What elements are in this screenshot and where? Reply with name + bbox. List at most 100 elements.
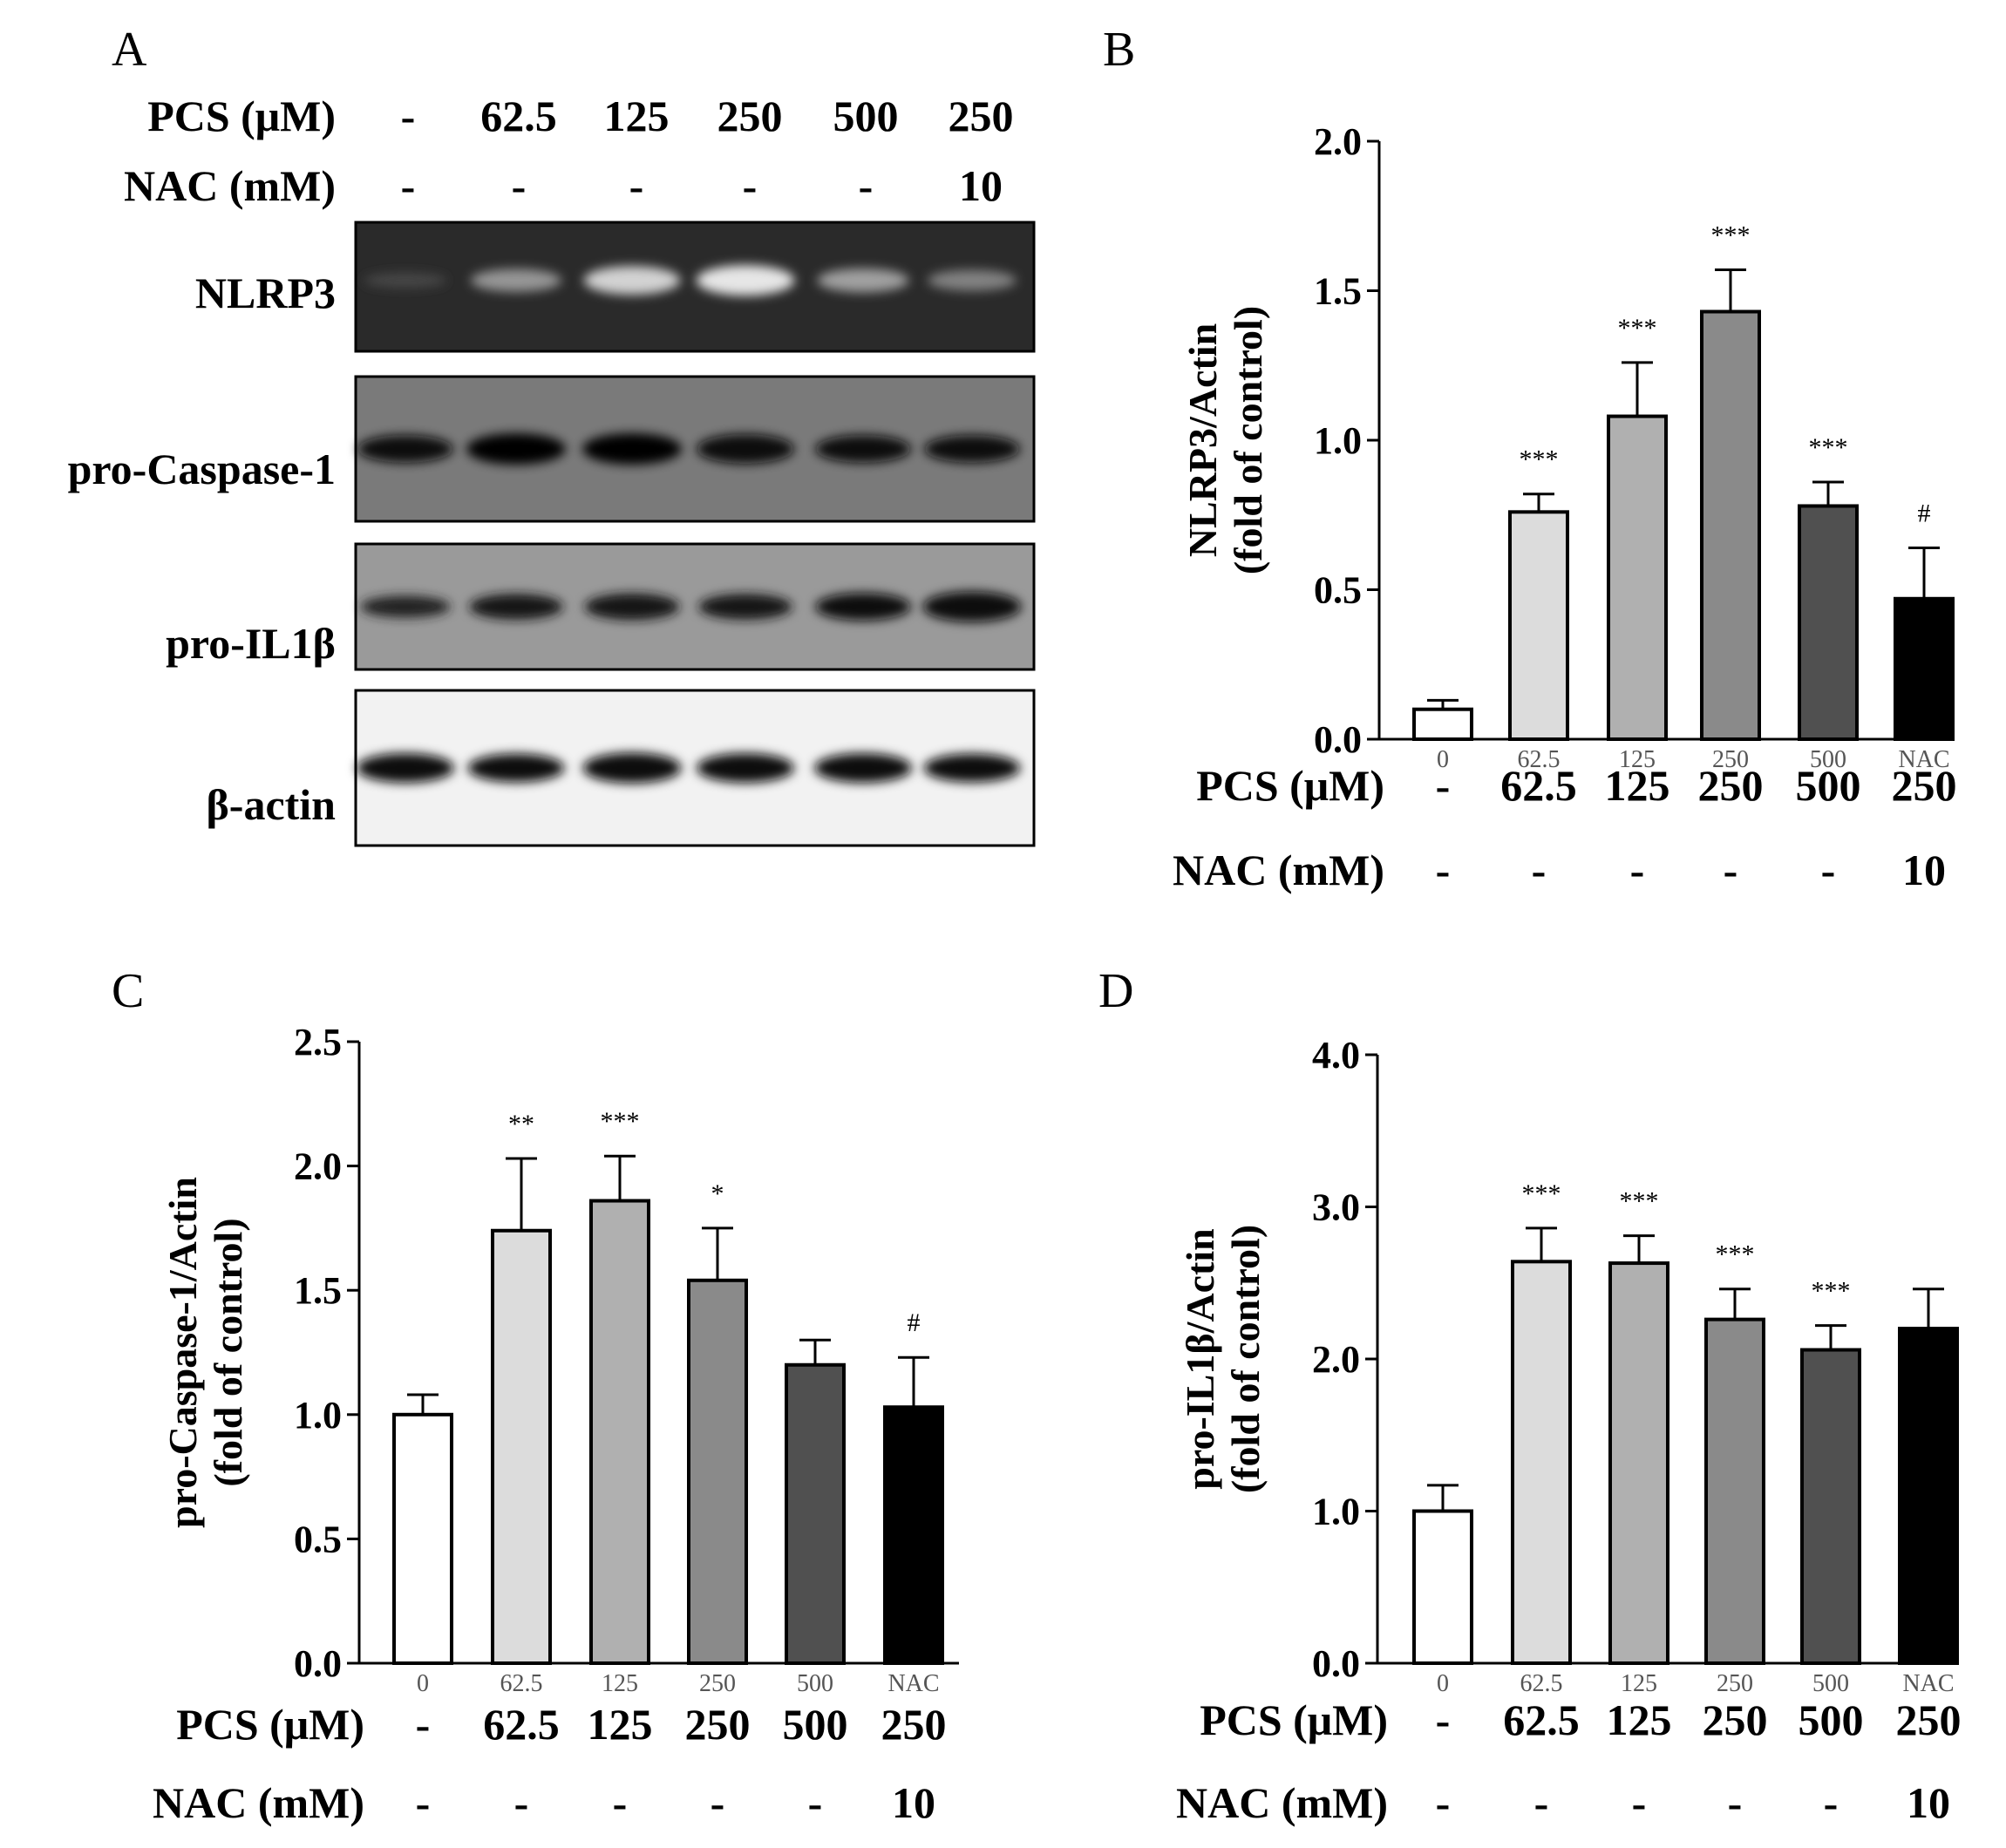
bar <box>1704 1317 1765 1665</box>
pcs-value: 250 <box>1698 761 1764 810</box>
y-tick-label: 1.0 <box>1314 419 1362 462</box>
panel-letter-d: D <box>1098 964 1133 1018</box>
blot-band <box>360 595 451 618</box>
nac-value: - <box>1632 1778 1647 1827</box>
y-axis-label: pro-Caspase-1/Actin <box>160 1177 205 1528</box>
nac-value: - <box>1630 846 1645 894</box>
pcs-value: 250 <box>685 1700 751 1749</box>
nac-value: - <box>1436 1778 1451 1827</box>
nac-row-label: NAC (mM) <box>124 161 336 210</box>
y-tick-label: 0.0 <box>1312 1642 1360 1685</box>
category-label: 62.5 <box>1518 746 1561 773</box>
panel-a-nac-value: - <box>743 161 758 210</box>
blot-band <box>698 594 792 620</box>
significance-marker: *** <box>1711 221 1751 249</box>
blot-band <box>697 434 794 464</box>
category-label: 125 <box>1619 746 1656 773</box>
category-label: NAC <box>1898 746 1949 773</box>
nac-row-label: NAC (mM) <box>1173 846 1384 894</box>
pcs-value: 125 <box>1607 1695 1672 1744</box>
bar <box>1412 1509 1473 1665</box>
category-label: 250 <box>1717 1670 1753 1697</box>
significance-marker: *** <box>1812 1277 1851 1306</box>
category-label: 0 <box>417 1670 429 1697</box>
pcs-value: 125 <box>588 1700 653 1749</box>
blot-band <box>583 266 681 295</box>
y-tick-label: 0.5 <box>1314 569 1362 612</box>
pcs-value: 250 <box>1892 761 1957 810</box>
pcs-value: 250 <box>1703 1695 1768 1744</box>
bar <box>1508 510 1569 741</box>
y-tick-label: 2.5 <box>294 1021 342 1063</box>
y-tick-label: 1.0 <box>294 1394 342 1437</box>
bar <box>1800 1348 1861 1666</box>
western-blot-panel <box>354 221 1036 847</box>
bar <box>1798 504 1859 742</box>
panel-a-treatment-header: PCS (μM) NAC (mM) - 62.5 125 250 500 250 - - - - -… <box>124 92 1013 210</box>
blot-band <box>357 753 454 783</box>
blot-band <box>815 593 911 621</box>
blot-band <box>817 268 909 293</box>
panel-a-pcs-value: 125 <box>604 92 670 140</box>
pcs-value: 250 <box>881 1700 947 1749</box>
nac-value: - <box>1534 1778 1549 1827</box>
nac-value: - <box>808 1778 823 1827</box>
blot-band <box>928 269 1017 291</box>
panel-a-pcs-value: 500 <box>833 92 899 140</box>
panel-a-nac-value: - <box>401 161 416 210</box>
panel-letter-c: C <box>112 964 144 1018</box>
panel-letter-a: A <box>112 23 147 77</box>
panel-a-nac-value: - <box>629 161 644 210</box>
chart-c-pro-caspase-1: 0.0 0.5 1.0 1.5 2.0 2.5 pro-Caspase-1/Actin (fo… <box>153 1021 959 1827</box>
significance-marker: *** <box>1522 1179 1561 1208</box>
bar <box>1511 1260 1572 1665</box>
pcs-value: 62.5 <box>1503 1695 1580 1744</box>
significance-marker: *** <box>1520 445 1559 474</box>
significance-marker: * <box>711 1179 724 1208</box>
panel-letter-b: B <box>1103 23 1135 77</box>
significance-marker: *** <box>1809 433 1848 462</box>
y-tick-label: 1.5 <box>1314 270 1362 313</box>
blot-band <box>582 752 682 784</box>
y-tick-label: 0.0 <box>294 1642 342 1685</box>
nac-value: - <box>613 1778 628 1827</box>
blot-box-nlrp3 <box>354 221 1036 353</box>
nac-value: - <box>416 1778 431 1827</box>
nac-value: - <box>1821 846 1836 894</box>
significance-marker: ** <box>508 1110 534 1138</box>
nac-row-label: NAC (mM) <box>153 1778 364 1827</box>
y-axis-label: pro-IL1β/Actin <box>1178 1228 1222 1489</box>
nac-value: 10 <box>1902 846 1946 894</box>
blot-label-pro-caspase-1: pro-Caspase-1 <box>68 445 336 493</box>
y-tick-label: 2.0 <box>1314 120 1362 163</box>
significance-marker: # <box>908 1308 921 1337</box>
nac-value: - <box>1728 1778 1743 1827</box>
significance-marker: *** <box>1620 1187 1659 1216</box>
nac-value: - <box>711 1778 725 1827</box>
y-axis-label-units: (fold of control) <box>206 1218 250 1486</box>
bar <box>1608 1261 1669 1665</box>
pcs-value: 125 <box>1605 761 1670 810</box>
y-axis-label-units: (fold of control) <box>1223 1225 1268 1493</box>
significance-marker: # <box>1918 499 1931 527</box>
nac-value: - <box>1724 846 1738 894</box>
nac-value: - <box>514 1778 529 1827</box>
pcs-value: 250 <box>1896 1695 1962 1744</box>
blot-band <box>697 753 794 783</box>
category-label: NAC <box>887 1670 939 1697</box>
category-label: 0 <box>1437 746 1449 773</box>
nac-value: 10 <box>1907 1778 1950 1827</box>
blot-label-nlrp3: NLRP3 <box>195 268 336 317</box>
category-label: NAC <box>1902 1670 1954 1697</box>
panel-a-nac-value: 10 <box>959 161 1003 210</box>
pcs-row-label: PCS (μM) <box>1196 761 1384 810</box>
pcs-value: 500 <box>1796 761 1861 810</box>
bar <box>1607 414 1668 741</box>
blot-label-beta-actin: β-actin <box>206 780 336 829</box>
panel-a-nac-value: - <box>859 161 874 210</box>
pcs-value: 500 <box>1799 1695 1864 1744</box>
nac-value: - <box>1824 1778 1839 1827</box>
pcs-value: - <box>1436 761 1451 810</box>
y-tick-label: 0.5 <box>294 1518 342 1560</box>
pcs-value: 62.5 <box>1500 761 1577 810</box>
